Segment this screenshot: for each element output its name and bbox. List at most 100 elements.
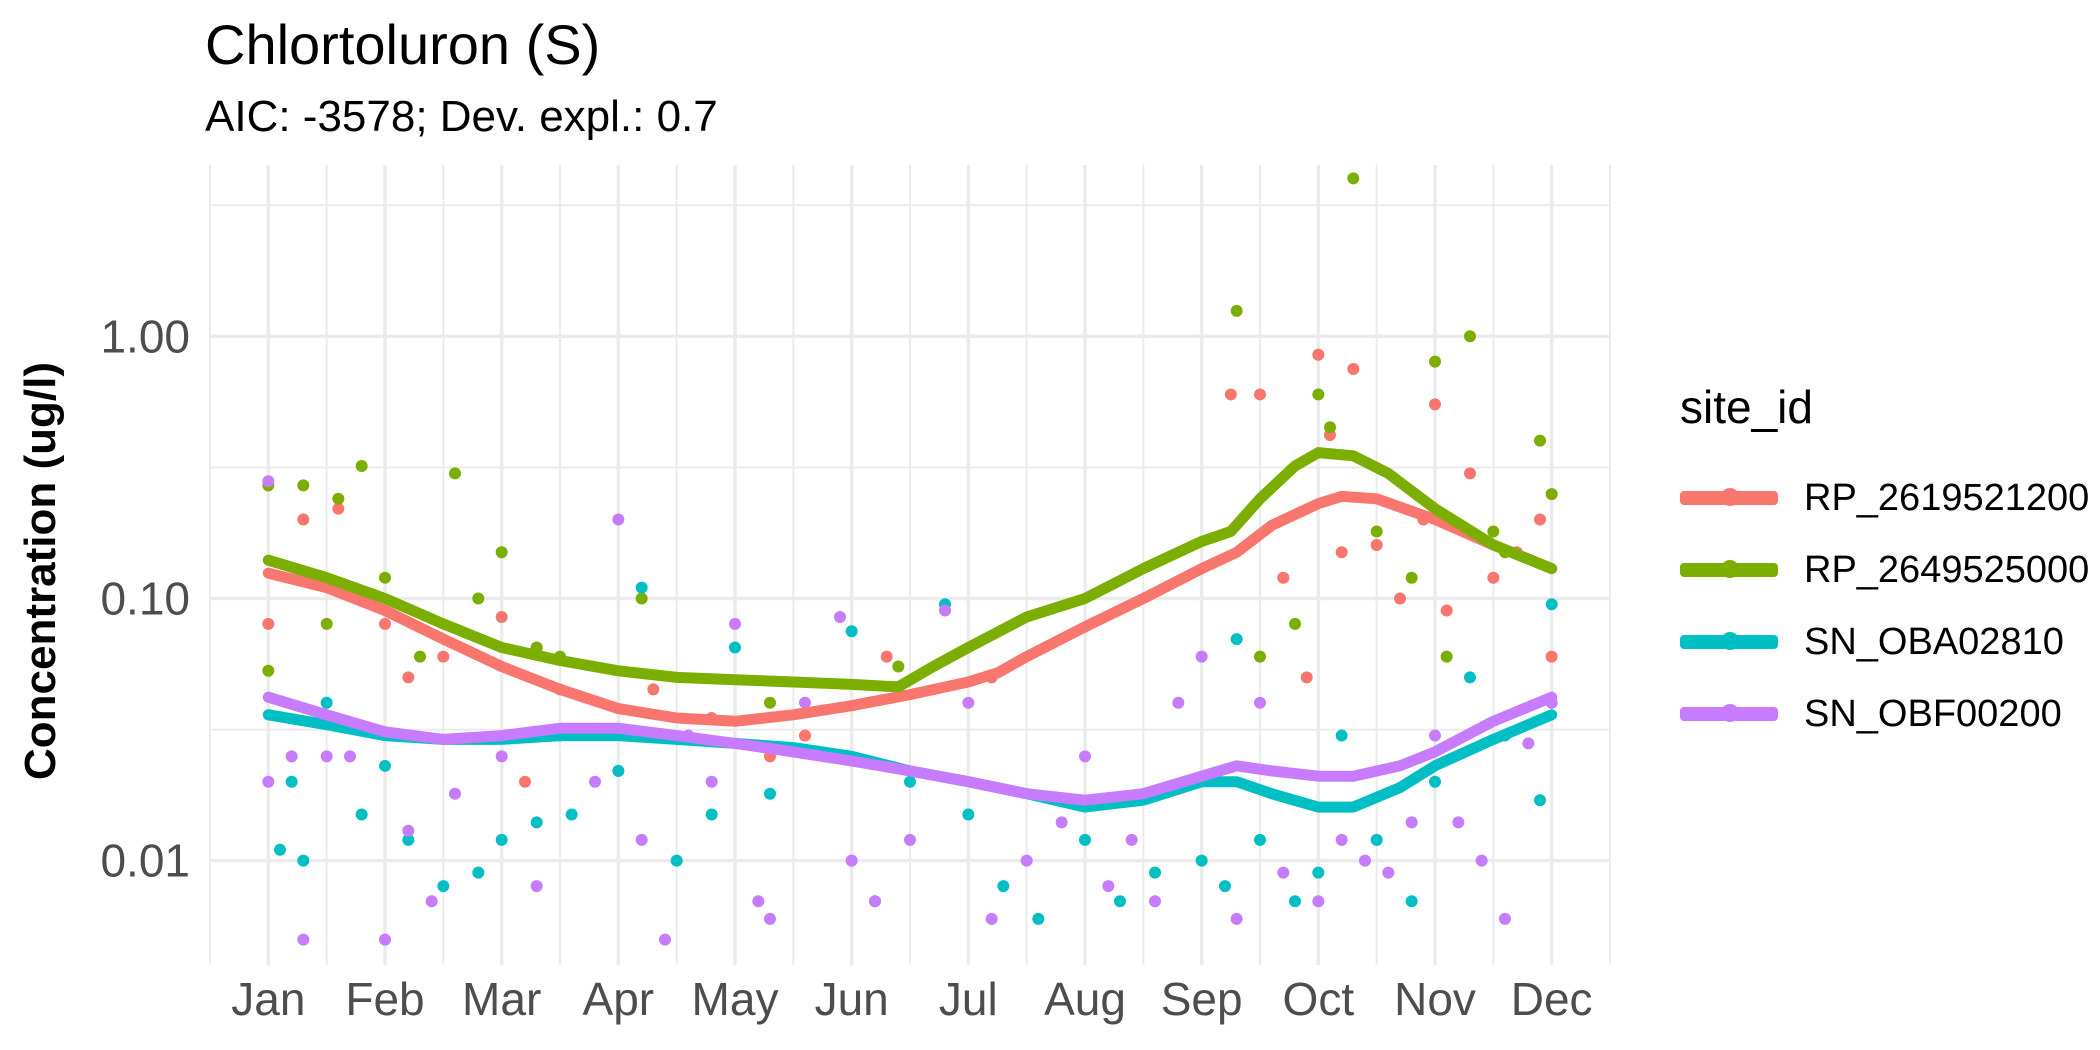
data-point-series-2 [612, 764, 625, 777]
data-point-series-0 [332, 502, 345, 515]
data-point-series-3 [402, 824, 415, 837]
data-point-series-3 [1499, 912, 1511, 925]
data-point-series-2 [1312, 866, 1325, 879]
data-point-series-3 [705, 775, 718, 788]
data-point-series-2 [1289, 895, 1301, 908]
data-point-series-2 [530, 816, 543, 829]
data-point-series-0 [1464, 467, 1476, 480]
data-point-series-3 [752, 895, 765, 908]
data-point-series-0 [1224, 388, 1237, 401]
data-point-series-2 [1405, 895, 1418, 908]
data-point-series-3 [1405, 816, 1418, 829]
data-point-series-2 [1230, 633, 1243, 646]
legend-item: SN_OBA02810 [1680, 606, 2089, 678]
data-point-series-3 [285, 750, 298, 763]
data-point-series-3 [764, 912, 776, 925]
x-tick-label: Feb [345, 973, 424, 1025]
x-tick-label: Sep [1161, 973, 1243, 1025]
data-point-series-3 [1195, 650, 1208, 663]
data-point-series-2 [729, 641, 741, 654]
data-point-series-2 [1114, 895, 1126, 908]
data-point-series-0 [262, 617, 275, 630]
data-point-series-3 [344, 750, 356, 763]
data-point-series-2 [1370, 833, 1383, 846]
data-point-series-1 [379, 571, 391, 584]
legend-key-swatch [1680, 560, 1778, 578]
data-point-series-0 [402, 671, 415, 684]
data-point-series-3 [495, 750, 508, 763]
legend-items: RP_2619521200 RP_2649525000 SN_OBA02810 SN_… [1680, 462, 2089, 750]
data-point-series-0 [1545, 650, 1558, 663]
data-point-series-0 [799, 729, 811, 742]
data-point-series-0 [1487, 571, 1500, 584]
data-point-series-3 [985, 912, 998, 925]
data-point-series-2 [1079, 833, 1091, 846]
data-point-series-0 [1300, 671, 1313, 684]
data-point-series-2 [1149, 866, 1161, 879]
data-point-series-2 [1429, 775, 1441, 788]
data-point-series-2 [297, 854, 310, 867]
data-point-series-3 [799, 696, 811, 709]
data-point-series-1 [1429, 355, 1441, 368]
data-point-series-0 [1254, 388, 1266, 401]
data-point-series-1 [635, 592, 648, 605]
legend-key-swatch [1680, 704, 1778, 722]
data-point-series-2 [355, 808, 368, 821]
data-point-series-3 [320, 750, 333, 763]
legend-key-swatch [1680, 632, 1778, 650]
data-point-series-3 [1429, 729, 1441, 742]
legend-title: site_id [1680, 381, 1813, 433]
data-point-series-0 [379, 617, 391, 630]
data-point-series-3 [425, 895, 438, 908]
x-tick-label: Mar [462, 973, 541, 1025]
x-tick-label: Nov [1394, 973, 1476, 1025]
data-point-series-3 [379, 933, 391, 946]
data-point-series-1 [1370, 525, 1383, 538]
data-point-series-3 [1125, 833, 1138, 846]
data-point-series-3 [1055, 816, 1068, 829]
data-point-series-1 [1440, 650, 1453, 663]
data-point-series-0 [1440, 604, 1453, 617]
data-point-series-2 [1335, 729, 1348, 742]
data-point-series-0 [1347, 363, 1360, 376]
data-point-series-3 [297, 933, 310, 946]
legend-label: RP_2619521200 [1804, 476, 2090, 519]
legend-item: RP_2619521200 [1680, 462, 2089, 534]
data-point-series-3 [1020, 854, 1033, 867]
data-point-series-3 [659, 933, 671, 946]
data-point-series-3 [1102, 880, 1115, 893]
x-tick-label: Jan [231, 973, 305, 1025]
data-point-series-3 [1277, 866, 1290, 879]
data-point-series-3 [1079, 750, 1091, 763]
data-point-series-2 [904, 775, 916, 788]
data-point-series-1 [1534, 434, 1546, 447]
data-point-series-1 [1254, 650, 1266, 663]
data-point-series-2 [1032, 912, 1045, 925]
data-point-series-1 [472, 592, 485, 605]
data-point-series-0 [519, 775, 531, 788]
data-point-series-1 [1312, 388, 1325, 401]
data-point-series-3 [1230, 912, 1243, 925]
chart-title: Chlortoluron (S) [205, 13, 601, 76]
data-point-series-2 [1545, 598, 1558, 611]
data-point-series-2 [1195, 854, 1208, 867]
data-point-series-3 [262, 475, 275, 488]
data-point-series-0 [1312, 348, 1325, 361]
data-point-series-1 [449, 467, 461, 480]
data-point-series-2 [962, 808, 975, 821]
data-point-series-3 [1452, 816, 1465, 829]
y-axis-label: Concentration (ug/l) [16, 362, 65, 780]
data-point-series-3 [1359, 854, 1371, 867]
data-point-series-1 [892, 660, 905, 673]
data-point-series-3 [1382, 866, 1395, 879]
legend-label: RP_2649525000 [1804, 548, 2090, 591]
data-point-series-3 [635, 833, 648, 846]
data-point-series-3 [612, 513, 625, 526]
data-point-series-2 [495, 833, 508, 846]
data-point-series-2 [1534, 794, 1546, 807]
data-point-series-0 [647, 683, 660, 696]
data-point-series-3 [530, 880, 543, 893]
x-tick-label: May [692, 973, 779, 1025]
data-point-series-2 [670, 854, 683, 867]
data-point-series-2 [437, 880, 450, 893]
